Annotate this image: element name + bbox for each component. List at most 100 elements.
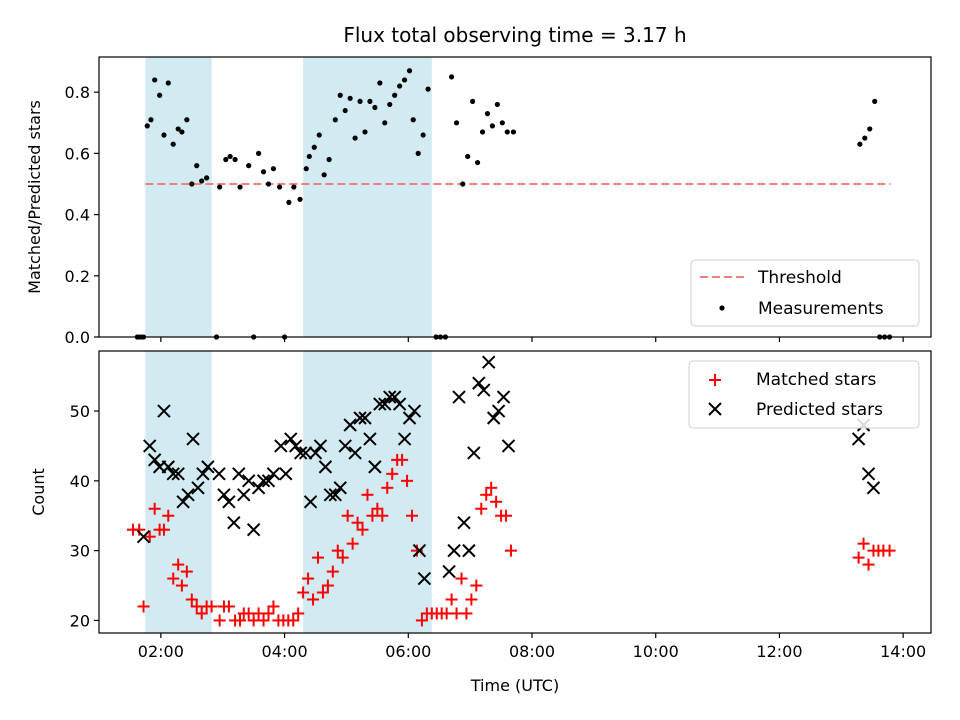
bottom-predicted-points: [136, 355, 881, 586]
predicted-star-stroke-b: [866, 481, 881, 495]
predicted-star-stroke-b: [246, 522, 261, 537]
top-legend-box: [690, 259, 920, 327]
matched-star-point: [262, 607, 275, 620]
measurement-point: [494, 101, 500, 108]
measurement-point: [277, 184, 283, 190]
measurement-point: [401, 77, 408, 83]
measurement-point: [204, 175, 210, 181]
matched-star-point: [862, 558, 875, 571]
legend-threshold-label: Threshold: [757, 268, 842, 288]
predicted-star-point: [251, 481, 266, 495]
legend-matched-label: Matched stars: [756, 370, 876, 390]
predicted-star-point: [196, 467, 210, 481]
predicted-star-stroke-b: [313, 439, 328, 453]
predicted-star-point: [501, 439, 516, 453]
predicted-star-point: [457, 516, 471, 530]
predicted-star-stroke-b: [402, 411, 417, 425]
measurement-point: [448, 74, 455, 80]
matched-star-point: [257, 614, 270, 627]
matched-star-point: [852, 551, 865, 564]
matched-star-point: [148, 502, 161, 515]
legend-measurements-swatch: [719, 305, 725, 311]
predicted-star-point: [289, 439, 303, 453]
predicted-star-stroke-b: [303, 495, 318, 509]
predicted-star-point: [143, 439, 157, 453]
predicted-star-point: [222, 495, 236, 509]
predicted-star-point: [496, 390, 511, 404]
predicted-star-point: [201, 460, 215, 474]
measurement-point: [297, 196, 303, 202]
predicted-star-point: [241, 474, 256, 488]
measurement-point: [332, 117, 338, 123]
matched-star-point: [415, 614, 428, 627]
bottom-y-tick-label: 30: [70, 542, 90, 561]
top-y-tick-label: 0.2: [65, 267, 90, 286]
matched-star-point: [401, 474, 414, 487]
top-y-tick-label: 0.4: [65, 206, 90, 225]
measurement-point: [479, 129, 486, 135]
predicted-star-stroke-b: [447, 543, 461, 558]
measurement-point: [867, 126, 873, 132]
predicted-star-stroke-b: [171, 467, 185, 481]
predicted-star-stroke-b: [217, 488, 231, 502]
predicted-star-point: [368, 460, 382, 474]
predicted-star-stroke-b: [157, 404, 171, 418]
measurement-point: [352, 135, 358, 141]
predicted-star-point: [308, 446, 323, 460]
predicted-star-stroke-b: [181, 488, 195, 502]
predicted-star-stroke-b: [477, 383, 491, 397]
predicted-star-point: [318, 460, 333, 474]
predicted-star-stroke-b: [472, 376, 486, 390]
predicted-star-stroke-b: [328, 488, 343, 502]
predicted-star-point: [482, 355, 496, 369]
predicted-star-point: [328, 488, 343, 502]
measurement-point: [217, 184, 223, 190]
top-plot-frame: [98, 56, 932, 338]
measurement-point: [161, 132, 167, 138]
matched-star-point: [381, 481, 394, 494]
bottom-y-ticks: 20 30 40 50: [70, 402, 99, 630]
predicted-star-point: [303, 495, 318, 509]
measurement-point: [357, 98, 363, 104]
measurement-point: [165, 80, 171, 86]
predicted-star-point: [157, 404, 171, 418]
predicted-star-stroke-b: [348, 446, 362, 460]
predicted-star-point: [387, 390, 402, 404]
measurement-point: [232, 156, 238, 163]
matched-star-point: [445, 593, 458, 606]
predicted-star-point: [412, 543, 427, 558]
legend-matched-swatch: [709, 374, 721, 386]
matched-star-point: [292, 607, 305, 620]
predicted-star-stroke-b: [212, 467, 226, 481]
predicted-star-point: [472, 376, 486, 390]
measurement-point: [227, 153, 233, 160]
predicted-star-stroke-b: [166, 467, 180, 481]
matched-star-point: [137, 600, 150, 613]
measurement-point: [175, 126, 181, 132]
measurement-point: [347, 95, 353, 101]
measurement-point: [260, 169, 267, 175]
bottom-matched-points: [127, 453, 896, 627]
predicted-star-point: [353, 411, 367, 425]
predicted-star-point: [486, 411, 501, 425]
measurement-point: [382, 120, 388, 126]
measurement-point: [410, 117, 416, 123]
predicted-star-stroke-b: [496, 390, 511, 404]
predicted-star-stroke-b: [191, 481, 205, 495]
predicted-star-point: [298, 446, 313, 460]
predicted-star-stroke-b: [491, 404, 506, 418]
bottom-legend-box: [688, 360, 920, 429]
predicted-star-stroke-b: [261, 474, 276, 488]
top-measurement-points: [134, 68, 893, 340]
predicted-star-point: [452, 390, 466, 404]
measurement-point: [286, 199, 292, 205]
measurement-point: [425, 86, 431, 92]
measurement-point: [152, 77, 158, 83]
predicted-star-stroke-b: [318, 460, 333, 474]
measurement-point: [460, 181, 466, 187]
predicted-star-point: [217, 488, 231, 502]
predicted-star-stroke-b: [241, 474, 256, 488]
measurement-point: [484, 111, 491, 117]
predicted-star-point: [136, 529, 151, 544]
predicted-star-point: [363, 432, 377, 446]
